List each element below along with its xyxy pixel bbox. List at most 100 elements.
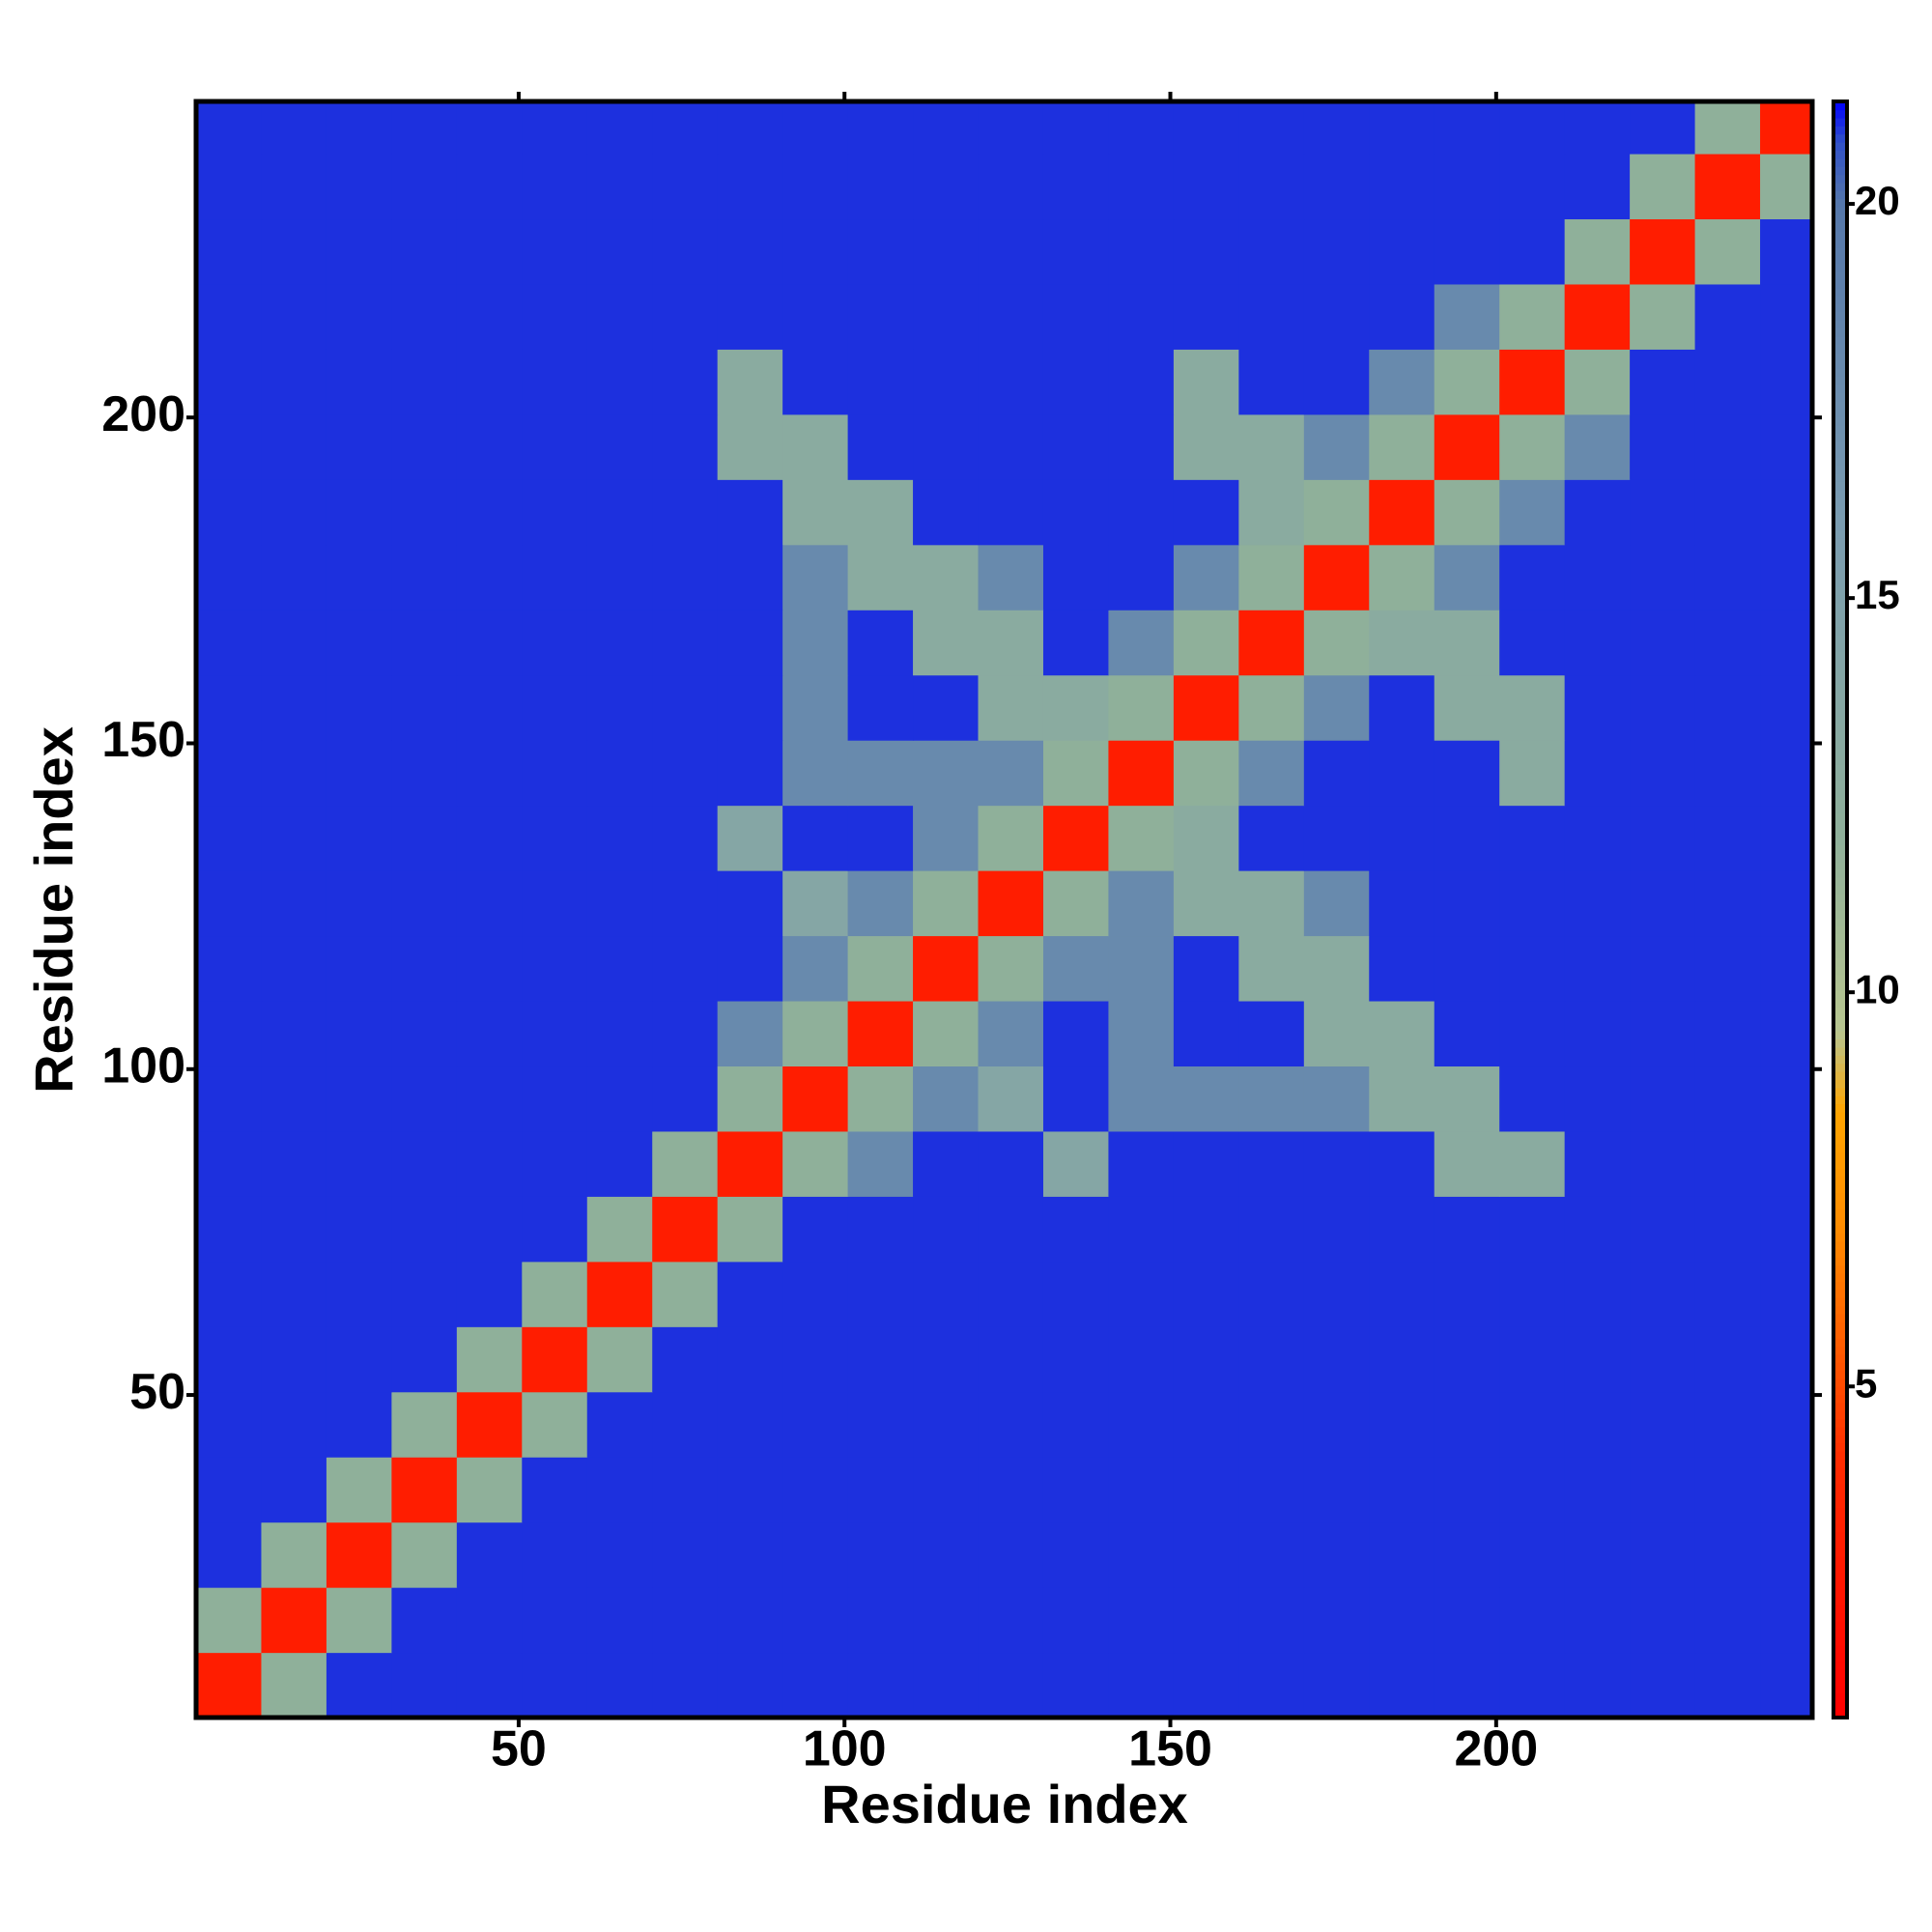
colorbar-segment (1833, 788, 1847, 798)
heat-cell (1173, 101, 1239, 155)
heat-cell (1434, 153, 1500, 220)
colorbar-segment (1833, 1063, 1847, 1072)
colorbar-tick-label: 15 (1855, 572, 1900, 617)
heat-cell (1042, 1000, 1110, 1067)
heat-cell (978, 740, 1044, 807)
colorbar-segment (1833, 165, 1847, 176)
heat-cell (1173, 935, 1239, 1002)
heat-cell (196, 740, 263, 807)
colorbar-segment (1833, 359, 1847, 369)
heat-cell (1760, 544, 1813, 611)
heat-cell (1499, 1587, 1566, 1654)
heat-cell (1238, 153, 1305, 220)
heat-cell (1369, 479, 1435, 546)
heat-cell (1108, 805, 1175, 871)
heat-cell (1499, 740, 1566, 807)
heat-cell (456, 674, 523, 741)
heat-cell (652, 870, 719, 937)
heat-cell (782, 740, 849, 807)
colorbar-segment (1833, 279, 1847, 289)
colorbar-segment (1833, 1176, 1847, 1185)
heat-cell (978, 1521, 1044, 1588)
heat-cell (456, 479, 523, 546)
heat-cell (1564, 1457, 1631, 1523)
heat-cell (1630, 1521, 1696, 1588)
heat-cell (326, 101, 392, 155)
heat-cell (978, 349, 1044, 415)
heat-cell (1630, 544, 1696, 611)
heat-cell (652, 101, 719, 155)
heat-cell (913, 935, 980, 1002)
heat-cell (586, 218, 653, 285)
colorbar-segment (1833, 877, 1847, 887)
heat-cell (522, 1391, 588, 1458)
colorbar-segment (1833, 1661, 1847, 1670)
heat-cell (1042, 740, 1110, 807)
heat-cell (717, 101, 783, 155)
heat-cell (782, 479, 849, 546)
heat-cell (1499, 805, 1566, 871)
heat-cell (1760, 740, 1813, 807)
heat-cell (1108, 1521, 1175, 1588)
colorbar-segment (1833, 820, 1847, 830)
colorbar-segment (1833, 1636, 1847, 1646)
colorbar-segment (1833, 263, 1847, 272)
heat-cell (717, 674, 783, 741)
heat-cell (1042, 610, 1110, 676)
heat-cell (1564, 870, 1631, 937)
colorbar-segment (1833, 885, 1847, 895)
heat-cell (261, 1261, 327, 1327)
heat-cell (1369, 1326, 1435, 1393)
heat-cell (1564, 1000, 1631, 1067)
heat-cell (1369, 218, 1435, 285)
heat-cell (1042, 1065, 1110, 1132)
colorbar-segment (1833, 1168, 1847, 1178)
colorbar-segment (1833, 408, 1847, 418)
heat-cell (1760, 283, 1813, 350)
colorbar-segment (1833, 182, 1847, 191)
heat-cell (913, 1261, 980, 1327)
heat-cell (1369, 544, 1435, 611)
colorbar-segment (1833, 214, 1847, 224)
colorbar-segment (1833, 950, 1847, 959)
colorbar-segment (1833, 174, 1847, 184)
heat-cell (978, 674, 1044, 741)
colorbar-segment (1833, 1014, 1847, 1024)
colorbar-segment (1833, 861, 1847, 870)
heat-cell (586, 1391, 653, 1458)
heat-cell (1238, 1196, 1305, 1263)
heat-cell (1434, 101, 1500, 155)
heat-cell (978, 870, 1044, 937)
heat-cell (1434, 610, 1500, 676)
colorbar-segment (1833, 1628, 1847, 1638)
heat-cell (1369, 1652, 1435, 1719)
heat-cell (913, 218, 980, 285)
heat-cell (1630, 218, 1696, 285)
heat-cell (1238, 349, 1305, 415)
colorbar-segment (1833, 901, 1847, 911)
colorbar-segment (1833, 570, 1847, 580)
heat-cell (913, 674, 980, 741)
heat-cell (1630, 1391, 1696, 1458)
heat-cell (196, 1652, 263, 1719)
colorbar-segment (1833, 659, 1847, 668)
heat-cell (391, 674, 458, 741)
heat-cell (1499, 1391, 1566, 1458)
heat-cell (1499, 1261, 1566, 1327)
heat-cell (978, 1196, 1044, 1263)
heat-cell (456, 544, 523, 611)
colorbar-segment (1833, 1435, 1847, 1444)
heat-cell (1173, 1587, 1239, 1654)
heat-cell (782, 1652, 849, 1719)
heat-cell (1173, 349, 1239, 415)
heat-cell (522, 805, 588, 871)
heat-cell (847, 349, 914, 415)
heat-cell (196, 479, 263, 546)
colorbar-segment (1833, 1370, 1847, 1379)
heat-cell (1694, 805, 1761, 871)
heat-cell (1564, 413, 1631, 480)
heat-cell (1173, 413, 1239, 480)
heat-cell (978, 283, 1044, 350)
heat-cell (847, 1652, 914, 1719)
heat-cell (1564, 1196, 1631, 1263)
